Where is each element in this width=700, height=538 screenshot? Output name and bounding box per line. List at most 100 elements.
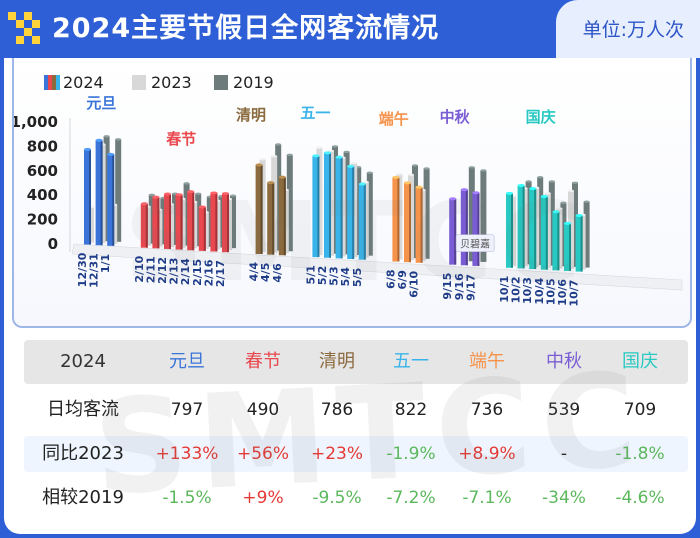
bar-清明-4/6-2019	[286, 154, 293, 252]
x-tick-label-5/4: 5/4	[339, 267, 352, 287]
table-header-春节: 春节	[245, 351, 281, 372]
table-header-row	[24, 340, 688, 384]
bar-端午-6/9-2024	[404, 182, 411, 263]
bar-国庆-10/2-2024	[517, 185, 525, 269]
bar-top-元旦-1/1-2024	[107, 152, 115, 156]
bar-春节-2/17-2019	[230, 195, 236, 249]
bar-top-端午-6/9-2024	[404, 181, 411, 185]
bar-五一-5/2-2019	[332, 146, 338, 254]
bar-清明-4/6-2024	[278, 177, 286, 256]
bar-端午-6/9-2019	[412, 165, 418, 259]
x-tick-label-9/16: 9/16	[453, 273, 466, 300]
bar-top-端午-6/10-2024	[415, 185, 423, 189]
page-title: 2024主要节假日全网客流情况	[52, 13, 440, 44]
x-tick-label-4/4: 4/4	[248, 262, 261, 282]
bar-五一-5/5-2019	[366, 172, 373, 256]
bar-shade-中秋-9/16-2024	[465, 189, 468, 266]
table-header-中秋: 中秋	[546, 351, 582, 372]
legend-swatch-2024	[48, 75, 52, 90]
bar-清明-4/5-2024	[267, 182, 275, 255]
bar-top-国庆-10/1-2024	[506, 191, 513, 195]
annotation-box	[455, 234, 495, 252]
bar-国庆-10/2-2019	[525, 181, 532, 265]
y-tick-label: 1,000	[14, 113, 58, 131]
x-tick-label-2/10: 2/10	[133, 255, 146, 282]
unit-label: 单位:万人次	[582, 19, 684, 41]
bar-top-春节-2/13-2019	[183, 182, 190, 185]
x-tick-label-10/5: 10/5	[544, 278, 557, 305]
bar-top-国庆-10/6-2023	[568, 189, 574, 193]
bar-shade-五一-5/2-2024	[329, 152, 331, 258]
bar-shade-元旦-1/1-2024	[112, 154, 115, 246]
bar-中秋-9/16-2024	[460, 189, 468, 266]
table-header-国庆: 国庆	[622, 351, 658, 372]
bar-国庆-10/7-2019	[583, 201, 590, 268]
table-cell: 797	[170, 400, 204, 420]
bar-shade-春节-2/15-2024	[203, 206, 206, 251]
bar-top-春节-2/17-2019	[230, 194, 236, 197]
bar-shade-国庆-10/2-2024	[522, 185, 525, 269]
bar-top-国庆-10/4-2023	[544, 192, 551, 195]
bar-元旦-12/31-2024	[95, 140, 103, 246]
bar-shade-春节-2/17-2024	[227, 193, 229, 253]
bar-top-元旦-12/30-2024	[84, 147, 91, 151]
chart-floor	[71, 243, 683, 291]
bar-春节-2/12-2019	[172, 193, 178, 245]
x-tick-label-5/2: 5/2	[316, 266, 329, 285]
x-tick-label-5/1: 5/1	[304, 265, 317, 284]
bar-top-春节-2/16-2024	[210, 191, 218, 195]
table-cell: -1.9%	[386, 444, 436, 464]
bar-top-清明-4/4-2023	[259, 158, 266, 161]
bar-top-中秋-9/17-2019	[480, 169, 487, 172]
x-tick-label-5/5: 5/5	[351, 268, 364, 287]
bar-shade-五一-5/5-2024	[363, 184, 366, 260]
bar-shade-端午-6/8-2024	[397, 177, 400, 262]
bar-春节-2/10-2024	[140, 203, 148, 248]
checker-logo-icon	[8, 12, 40, 44]
bar-top-元旦-1/1-2019	[115, 138, 122, 141]
bar-五一-5/3-2019	[343, 151, 350, 255]
bar-shade-国庆-10/3-2024	[534, 188, 537, 270]
x-tick-label-10/2: 10/2	[510, 276, 523, 303]
legend-swatch-2023	[132, 75, 146, 90]
bar-shade-春节-2/13-2024	[180, 194, 183, 250]
legend-swatch-2024	[52, 75, 56, 90]
table-cell: 539	[547, 400, 581, 420]
bar-top-春节-2/15-2024	[198, 205, 206, 209]
bar-端午-6/10-2019	[423, 168, 430, 259]
bar-top-清明-4/5-2019	[275, 143, 282, 146]
group-label-国庆: 国庆	[526, 108, 556, 126]
table-cell: -1.8%	[615, 444, 665, 464]
x-tick-label-12/30: 12/30	[76, 252, 89, 287]
bar-五一-5/2-2024	[324, 152, 331, 258]
bar-top-五一-5/5-2019	[366, 171, 373, 174]
bar-shade-清明-4/6-2024	[283, 177, 286, 256]
bar-top-春节-2/17-2024	[222, 192, 229, 196]
table-cell: 786	[320, 400, 354, 420]
table-cell: 490	[246, 400, 280, 420]
x-tick-label-10/3: 10/3	[521, 277, 534, 304]
bar-top-中秋-9/16-2019	[468, 166, 475, 169]
bar-五一-5/5-2024	[358, 184, 366, 260]
table-cell: +23%	[310, 444, 364, 464]
bar-shade-春节-2/11-2024	[157, 197, 160, 249]
y-tick-label: 400	[27, 186, 58, 204]
table-cell: -7.1%	[462, 488, 512, 508]
table-cell: +133%	[155, 444, 219, 464]
bar-top-国庆-10/6-2019	[572, 181, 578, 184]
bar-国庆-10/5-2024	[552, 211, 560, 271]
table-cell: -9.5%	[312, 488, 362, 508]
bar-春节-2/15-2024	[198, 206, 206, 251]
bar-top-清明-4/4-2024	[255, 163, 263, 167]
table-cell: +56%	[236, 444, 290, 464]
bar-top-春节-2/12-2024	[164, 192, 171, 196]
bar-top-清明-4/5-2023	[271, 155, 278, 158]
x-tick-label-2/14: 2/14	[179, 258, 192, 285]
bar-top-端午-6/8-2023	[396, 172, 403, 176]
legend-label-2023: 2023	[151, 73, 192, 92]
x-tick-label-1/1: 1/1	[99, 254, 112, 273]
bar-top-五一-5/3-2024	[335, 155, 343, 159]
table-cell: +8.9%	[458, 444, 516, 464]
bar-春节-2/13-2024	[175, 194, 183, 250]
bar-shade-端午-6/10-2024	[420, 187, 423, 263]
